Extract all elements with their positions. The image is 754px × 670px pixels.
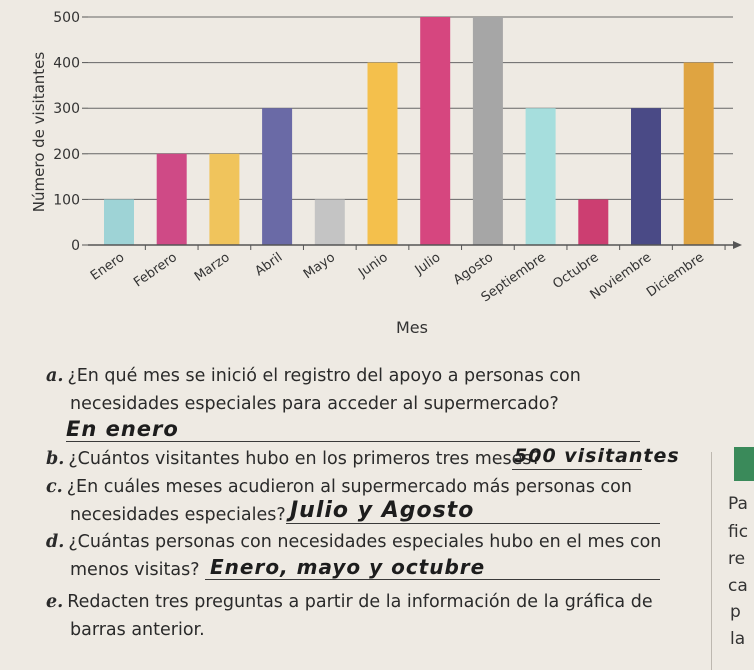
y-tick-label: 100 <box>53 192 80 208</box>
question-e-line-1: Redacten tres preguntas a partir de la i… <box>67 592 653 612</box>
bar-agosto <box>472 17 503 245</box>
y-tick-label: 300 <box>53 101 80 117</box>
x-tick-label-febrero: Febrero <box>131 250 180 290</box>
question-d-letter: d. <box>46 532 65 552</box>
x-tick-label-diciembre: Diciembre <box>644 250 707 300</box>
question-c: c. ¿En cuáles meses acudieron al supermer… <box>46 476 632 498</box>
x-tick-label-mayo: Mayo <box>301 250 338 282</box>
margin-fragment: re <box>728 549 746 569</box>
bar-chart: 0 100 200 300 400 500 Enero Febrero Marzo Abril M… <box>30 10 742 337</box>
x-tick-label-enero: Enero <box>88 250 127 284</box>
margin-divider <box>711 452 712 670</box>
question-c-letter: c. <box>46 477 63 497</box>
question-d-line-1: ¿Cuántas personas con necesidades especi… <box>68 532 662 552</box>
bars <box>104 17 714 245</box>
y-tick-label: 0 <box>71 238 80 254</box>
answer-d-underline <box>205 579 660 580</box>
question-d-line-2: menos visitas? <box>70 560 200 580</box>
answer-a-underline <box>66 441 640 442</box>
margin-fragment: fic <box>728 522 749 542</box>
answer-a: En enero <box>66 417 179 441</box>
bar-junio <box>367 62 398 245</box>
y-axis-label: Número de visitantes <box>30 52 48 213</box>
x-tick-label-julio: Julio <box>412 250 444 279</box>
question-c-line-1: ¿En cuáles meses acudieron al supermerca… <box>66 477 632 497</box>
x-tick-label-agosto: Agosto <box>451 250 496 288</box>
x-tick-label-marzo: Marzo <box>192 250 233 285</box>
x-tick-labels: Enero Febrero Marzo Abril Mayo Junio Julio Agos… <box>88 245 726 305</box>
question-d: d. ¿Cuántas personas con necesidades espe… <box>46 531 661 553</box>
gridlines <box>88 16 733 200</box>
margin-tab <box>734 447 754 481</box>
margin-fragment: p <box>730 602 741 622</box>
bar-enero <box>104 199 134 245</box>
y-tick-label: 200 <box>53 147 80 163</box>
margin-fragment: la <box>730 629 746 649</box>
bar-febrero <box>156 153 187 245</box>
bar-marzo <box>209 153 240 245</box>
answer-b-underline <box>512 469 642 470</box>
answer-c-underline <box>286 523 660 524</box>
question-e-line-2: barras anterior. <box>70 620 205 640</box>
bar-abril <box>262 108 293 245</box>
answer-c: Julio y Agosto <box>290 498 475 523</box>
bar-julio <box>420 17 451 245</box>
margin-fragment: ca <box>728 576 748 596</box>
question-c-line-2: necesidades especiales? <box>70 505 286 525</box>
y-tick-label: 400 <box>53 56 80 72</box>
margin-fragment: Pa <box>728 494 748 514</box>
answer-b: 500 visitantes <box>514 445 680 467</box>
x-tick-label-abril: Abril <box>252 250 285 279</box>
question-a-line-2: necesidades especiales para acceder al s… <box>70 394 559 414</box>
x-axis-arrow <box>733 241 742 249</box>
bar-noviembre <box>631 108 661 245</box>
answer-d: Enero, mayo y octubre <box>210 555 486 579</box>
x-tick-label-junio: Junio <box>355 250 391 281</box>
question-a-letter: a. <box>46 366 64 386</box>
bar-septiembre <box>525 108 556 245</box>
question-a-line-1: ¿En qué mes se inició el registro del ap… <box>67 366 581 386</box>
question-b-letter: b. <box>46 449 65 469</box>
question-b: b. ¿Cuántos visitantes hubo en los primer… <box>46 448 541 470</box>
bar-mayo <box>314 199 345 245</box>
question-b-line-1: ¿Cuántos visitantes hubo en los primeros… <box>68 449 541 469</box>
bar-diciembre <box>683 62 714 245</box>
question-a: a. ¿En qué mes se inició el registro del … <box>46 365 581 387</box>
bar-octubre <box>578 199 609 245</box>
x-axis-label: Mes <box>396 318 428 337</box>
y-tick-label: 500 <box>53 10 80 26</box>
question-e: e. Redacten tres preguntas a partir de la… <box>46 591 653 613</box>
question-e-letter: e. <box>46 592 64 612</box>
y-tick-labels: 0 100 200 300 400 500 <box>53 10 88 254</box>
